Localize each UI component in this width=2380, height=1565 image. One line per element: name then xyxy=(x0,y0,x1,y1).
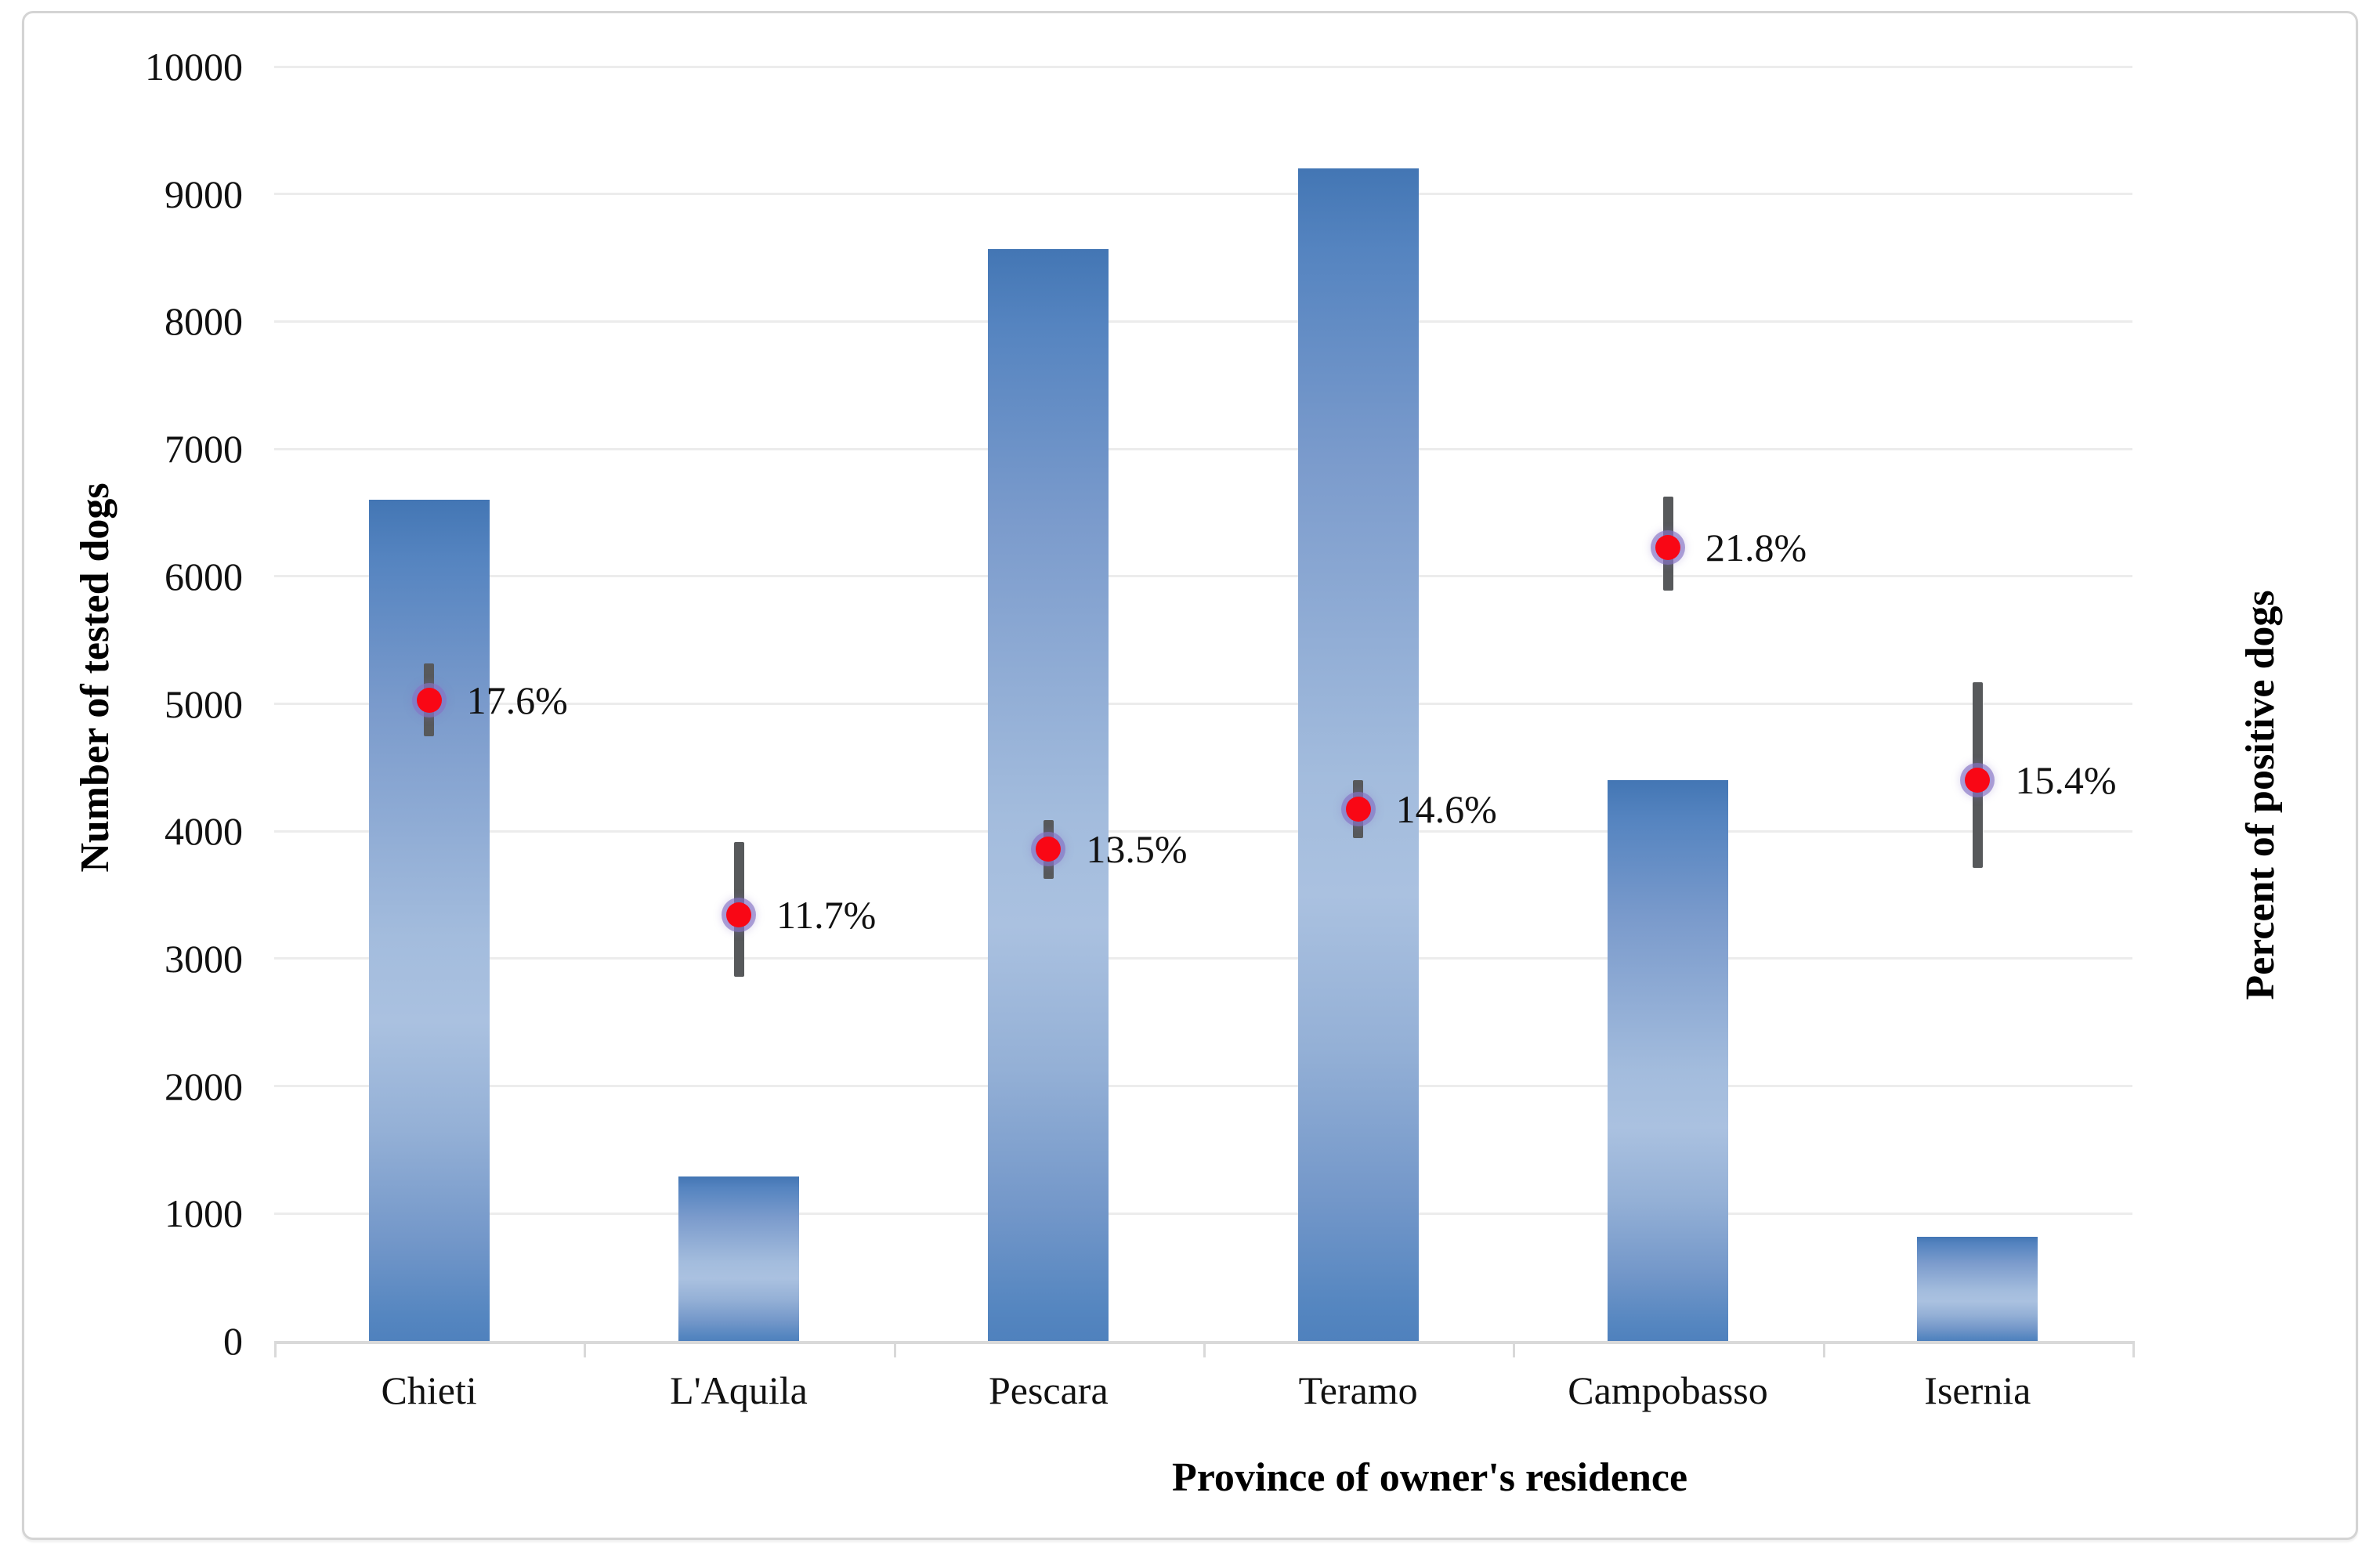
gridline xyxy=(274,447,2132,450)
percent-marker xyxy=(1655,534,1680,560)
x-axis-tick xyxy=(1203,1344,1206,1357)
y-axis-title-right: Percent of positive dogs xyxy=(2238,590,2283,1000)
x-category-label: Pescara xyxy=(988,1368,1109,1412)
y-tick-label: 9000 xyxy=(165,172,243,216)
percent-data-label: 21.8% xyxy=(1705,525,1807,569)
percent-data-label: 13.5% xyxy=(1086,827,1188,872)
bar-chieti xyxy=(368,500,490,1341)
x-category-label: Chieti xyxy=(381,1368,477,1412)
x-category-label: Campobasso xyxy=(1568,1368,1768,1412)
y-tick-label: 6000 xyxy=(165,554,243,598)
gridline xyxy=(274,1212,2132,1215)
gridline xyxy=(274,1085,2132,1088)
x-category-label: L'Aquila xyxy=(670,1368,808,1412)
x-axis-tick xyxy=(1822,1344,1825,1357)
gridline xyxy=(274,703,2132,705)
percent-data-label: 14.6% xyxy=(1395,787,1497,832)
bar-teramo xyxy=(1297,168,1419,1341)
y-tick-label: 0 xyxy=(223,1319,243,1363)
gridline xyxy=(274,575,2132,578)
x-axis-tick xyxy=(2132,1344,2135,1357)
gridline xyxy=(274,65,2132,68)
y-tick-label: 10000 xyxy=(145,45,243,89)
x-axis-line xyxy=(274,1341,2135,1344)
bar-pescara xyxy=(988,248,1109,1341)
percent-marker xyxy=(1965,768,1991,793)
y-tick-label: 2000 xyxy=(165,1064,243,1108)
percent-data-label: 15.4% xyxy=(2015,758,2117,803)
y-tick-label: 7000 xyxy=(165,427,243,472)
x-axis-tick xyxy=(274,1344,277,1357)
percent-data-label: 17.6% xyxy=(466,678,568,722)
x-axis-tick xyxy=(893,1344,896,1357)
percent-marker xyxy=(1036,837,1062,862)
y-tick-label: 3000 xyxy=(165,936,243,981)
y-tick-label: 1000 xyxy=(165,1191,243,1236)
gridline xyxy=(274,320,2132,323)
x-category-label: Teramo xyxy=(1298,1368,1418,1412)
x-category-label: Isernia xyxy=(1924,1368,2031,1412)
y-tick-label: 8000 xyxy=(165,299,243,344)
gridline xyxy=(274,829,2132,833)
gridline xyxy=(274,957,2132,960)
percent-marker xyxy=(1345,797,1371,822)
y-tick-label: 5000 xyxy=(165,681,243,726)
y-tick-label: 4000 xyxy=(165,809,243,854)
x-axis-title: Province of owner's residence xyxy=(1171,1455,1688,1500)
x-axis-tick xyxy=(584,1344,587,1357)
percent-marker xyxy=(416,687,442,713)
percent-marker xyxy=(726,902,751,928)
bar-campobasso xyxy=(1608,780,1728,1341)
bar-isernia xyxy=(1917,1236,2038,1341)
bar-laquila xyxy=(678,1176,799,1341)
x-axis-tick xyxy=(1513,1344,1516,1357)
percent-data-label: 11.7% xyxy=(776,893,877,938)
gridline xyxy=(274,193,2132,196)
y-axis-title-left: Number of tested dogs xyxy=(73,483,118,873)
